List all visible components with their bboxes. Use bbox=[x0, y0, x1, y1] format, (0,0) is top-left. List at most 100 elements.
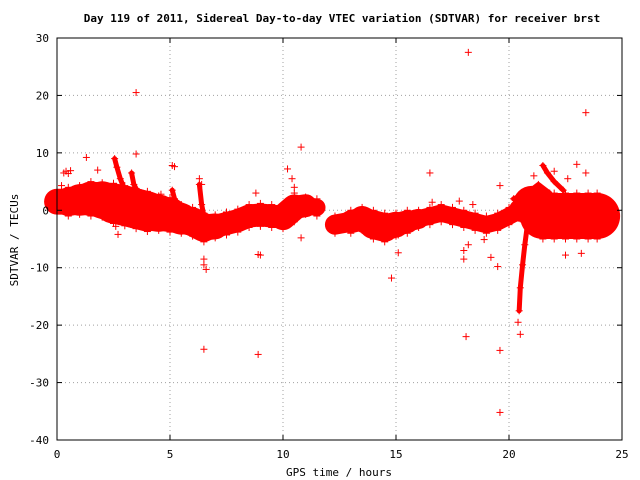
data-point bbox=[148, 201, 156, 209]
data-point bbox=[171, 163, 179, 171]
data-point bbox=[437, 218, 445, 226]
data-point bbox=[198, 180, 206, 188]
data-point bbox=[234, 228, 242, 236]
data-point bbox=[256, 221, 264, 229]
data-point bbox=[279, 202, 287, 210]
data-point bbox=[516, 330, 524, 338]
data-point bbox=[254, 350, 262, 358]
data-point bbox=[223, 231, 230, 239]
data-point bbox=[515, 307, 523, 315]
data-point bbox=[480, 236, 488, 244]
data-point bbox=[113, 163, 121, 171]
data-point bbox=[182, 206, 190, 214]
data-point bbox=[521, 241, 529, 249]
data-point bbox=[87, 178, 95, 186]
data-point bbox=[198, 201, 206, 209]
data-point bbox=[523, 189, 531, 197]
data-point bbox=[313, 195, 321, 203]
data-point bbox=[252, 189, 260, 197]
data-point bbox=[130, 180, 138, 188]
data-point bbox=[200, 261, 208, 269]
data-point bbox=[189, 209, 197, 217]
data-point bbox=[128, 195, 136, 203]
y-axis-label: SDTVAR / TECUs bbox=[8, 194, 21, 287]
data-point bbox=[496, 346, 504, 354]
y-tick-labels: 30 20 10 0 -10 -20 -30 -40 bbox=[29, 32, 49, 447]
data-point bbox=[98, 179, 106, 187]
data-point bbox=[505, 203, 513, 211]
data-point bbox=[369, 235, 377, 243]
data-point bbox=[582, 109, 590, 117]
data-point bbox=[143, 228, 151, 236]
data-point bbox=[460, 224, 468, 232]
data-point bbox=[268, 224, 276, 232]
data-point bbox=[464, 48, 472, 56]
data-point bbox=[584, 229, 592, 237]
data-point bbox=[582, 169, 590, 177]
data-point bbox=[426, 169, 434, 177]
data-point bbox=[87, 212, 95, 220]
data-point bbox=[381, 209, 389, 217]
data-point bbox=[76, 182, 84, 190]
data-point bbox=[112, 222, 120, 230]
data-point bbox=[141, 203, 149, 211]
data-point bbox=[516, 198, 524, 206]
chart-title: Day 119 of 2011, Sidereal Day-to-day VTE… bbox=[84, 12, 601, 25]
grid-lines bbox=[57, 38, 622, 440]
data-point bbox=[525, 209, 533, 217]
data-point bbox=[157, 190, 165, 198]
data-point bbox=[201, 218, 209, 226]
data-point bbox=[132, 150, 140, 158]
data-point bbox=[103, 183, 111, 191]
data-point bbox=[111, 155, 119, 163]
data-point bbox=[331, 229, 339, 237]
data-point bbox=[573, 160, 581, 168]
data-point bbox=[562, 251, 569, 259]
y-tick-label: 20 bbox=[36, 89, 49, 102]
data-point bbox=[202, 232, 210, 240]
data-point bbox=[64, 183, 72, 191]
data-point bbox=[426, 203, 434, 211]
data-point bbox=[494, 226, 502, 234]
data-point bbox=[471, 209, 479, 217]
y-tick-label: -10 bbox=[29, 262, 49, 275]
x-axis-label: GPS time / hours bbox=[286, 466, 392, 479]
y-tick-label: 30 bbox=[36, 32, 49, 45]
data-point bbox=[494, 209, 502, 217]
data-point bbox=[550, 178, 558, 186]
data-point bbox=[460, 255, 468, 263]
data-point bbox=[200, 238, 208, 246]
data-point bbox=[415, 224, 423, 232]
data-point bbox=[381, 238, 389, 246]
data-point bbox=[437, 201, 445, 209]
data-point bbox=[143, 187, 151, 195]
data-point bbox=[546, 189, 554, 197]
data-point bbox=[428, 198, 436, 206]
data-point bbox=[64, 212, 72, 220]
data-point bbox=[157, 203, 165, 211]
x-tick-label: 5 bbox=[167, 448, 174, 461]
data-point bbox=[358, 203, 366, 211]
data-point bbox=[234, 205, 242, 213]
data-point bbox=[211, 211, 219, 219]
y-tick-label: -20 bbox=[29, 319, 49, 332]
data-point bbox=[449, 203, 456, 211]
data-point bbox=[519, 261, 527, 269]
data-point bbox=[487, 253, 495, 261]
data-point bbox=[94, 166, 102, 174]
data-point bbox=[195, 175, 203, 183]
data-point bbox=[67, 167, 75, 175]
data-point bbox=[114, 230, 122, 238]
data-point bbox=[494, 263, 502, 271]
data-point bbox=[426, 221, 434, 229]
data-point bbox=[543, 169, 551, 177]
data-point bbox=[313, 212, 321, 220]
data-point bbox=[573, 189, 581, 197]
data-point bbox=[573, 235, 581, 243]
data-point bbox=[331, 212, 339, 220]
x-tick-labels: 0 5 10 15 20 25 bbox=[54, 448, 629, 461]
y-tick-label: 0 bbox=[42, 204, 49, 217]
plot-frame bbox=[56, 37, 623, 441]
data-point bbox=[564, 175, 572, 183]
data-point bbox=[516, 284, 524, 292]
